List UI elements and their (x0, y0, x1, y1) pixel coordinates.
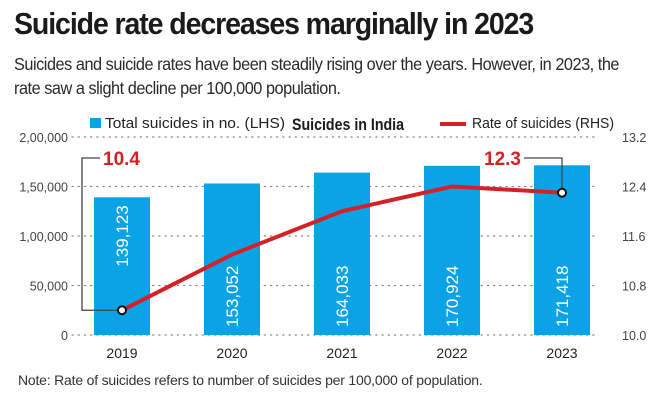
footnote: Note: Rate of suicides refers to number … (18, 372, 483, 388)
x-axis: 2019 2020 2021 2022 2023 (106, 345, 577, 361)
x-tick-label: 2022 (436, 345, 467, 361)
left-tick-label: 1,00,000 (19, 230, 68, 244)
line-point-marker (557, 187, 567, 198)
annotation-label: 10.4 (103, 149, 140, 170)
legend-label-line: Rate of suicides (RHS) (472, 116, 614, 132)
legend-swatch-line (440, 122, 466, 126)
bar-value-label: 139,123 (113, 205, 132, 266)
right-axis: 10.0 10.8 11.6 12.4 13.2 (622, 131, 646, 343)
left-tick-label: 50,000 (30, 280, 68, 294)
left-tick-label: 0 (61, 329, 68, 343)
left-tick-label: 2,00,000 (19, 131, 68, 145)
right-tick-label: 10.8 (622, 280, 646, 294)
legend: Total suicides in no. (LHS) Suicides in … (90, 116, 614, 134)
right-tick-label: 13.2 (622, 131, 646, 145)
line-point-marker (117, 305, 127, 316)
x-tick-label: 2020 (216, 345, 247, 361)
callout-leader (81, 157, 122, 311)
right-tick-label: 11.6 (622, 230, 645, 244)
bar-value-label: 170,924 (443, 266, 462, 327)
left-tick-label: 1,50,000 (19, 181, 68, 195)
bar-value-label: 171,418 (553, 266, 572, 327)
right-tick-label: 12.4 (622, 181, 646, 195)
bar-2020 (204, 183, 260, 335)
bars: 139,123 153,052 164,033 170,924 171,418 (94, 165, 590, 335)
callouts: 10.4 12.3 (81, 149, 563, 311)
legend-label-bar: Total suicides in no. (LHS) (105, 116, 285, 132)
bar-value-label: 153,052 (223, 266, 242, 327)
gridlines (71, 136, 599, 336)
chart-title: Suicides in India (292, 116, 405, 134)
legend-swatch-bar (90, 118, 101, 128)
rate-line (117, 184, 567, 316)
bar-2021 (314, 172, 370, 335)
rate-line-path (120, 184, 564, 313)
annotation-label: 12.3 (484, 149, 521, 170)
subtitle: Suicides and suicide rates have been ste… (14, 54, 620, 98)
callout-leader (524, 157, 563, 193)
right-tick-label: 10.0 (622, 329, 646, 343)
page-title: Suicide rate decreases marginally in 202… (14, 6, 534, 41)
x-tick-label: 2023 (546, 345, 577, 361)
left-axis: 0 50,000 1,00,000 1,50,000 2,00,000 (19, 131, 68, 343)
bar-value-label: 164,033 (333, 266, 352, 327)
x-tick-label: 2021 (326, 345, 357, 361)
bar-2022 (424, 165, 480, 335)
x-tick-label: 2019 (106, 345, 137, 361)
